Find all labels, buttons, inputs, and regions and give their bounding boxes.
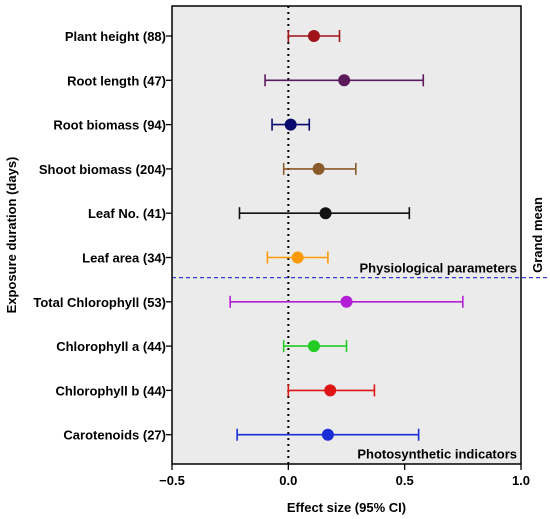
row-label: Chlorophyll a (44) xyxy=(56,339,166,354)
mean-point xyxy=(307,340,320,353)
mean-point xyxy=(291,251,304,264)
mean-point xyxy=(321,428,334,441)
forest-row: Leaf area (34) xyxy=(82,251,329,266)
forest-row: Plant height (88) xyxy=(65,29,341,44)
mean-point xyxy=(340,295,353,308)
mean-point xyxy=(312,162,325,175)
x-tick-label: 1.0 xyxy=(512,473,530,488)
row-label: Leaf area (34) xyxy=(82,251,166,266)
forest-row: Carotenoids (27) xyxy=(63,428,420,443)
mean-point xyxy=(284,118,297,131)
mean-point xyxy=(338,74,351,87)
y-axis-title: Exposure duration (days) xyxy=(4,157,19,314)
row-label: Carotenoids (27) xyxy=(63,428,166,443)
forest-row: Total Chlorophyll (53) xyxy=(33,295,464,310)
mean-point xyxy=(324,384,337,397)
section-label: Physiological parameters xyxy=(359,261,517,276)
section-label: Photosynthetic indicators xyxy=(357,447,517,462)
plot-background xyxy=(172,6,521,464)
mean-point xyxy=(319,207,332,220)
mean-point xyxy=(307,30,320,42)
row-label: Shoot biomass (204) xyxy=(39,162,166,177)
forest-row: Chlorophyll b (44) xyxy=(56,383,376,398)
forest-row: Root biomass (94) xyxy=(53,118,311,133)
x-tick-label: 0.5 xyxy=(396,473,414,488)
forest-row: Chlorophyll a (44) xyxy=(56,339,348,354)
row-label: Plant height (88) xyxy=(65,29,166,44)
right-axis-title: Grand mean xyxy=(530,197,545,273)
plot-frame xyxy=(171,5,522,465)
forest-row: Shoot biomass (204) xyxy=(39,162,357,177)
row-label: Leaf No. (41) xyxy=(88,206,166,221)
x-axis: −0.5 0.0 0.5 1.0 xyxy=(159,464,530,488)
row-label: Chlorophyll b (44) xyxy=(56,383,167,398)
row-label: Root biomass (94) xyxy=(53,118,166,133)
row-label: Total Chlorophyll (53) xyxy=(33,295,166,310)
row-label: Root length (47) xyxy=(67,73,166,88)
forest-row: Leaf No. (41) xyxy=(88,206,411,221)
x-tick-label: 0.0 xyxy=(279,473,297,488)
forest-row: Root length (47) xyxy=(67,73,425,88)
x-axis-title: Effect size (95% CI) xyxy=(287,500,406,515)
x-tick-label: −0.5 xyxy=(159,473,185,488)
